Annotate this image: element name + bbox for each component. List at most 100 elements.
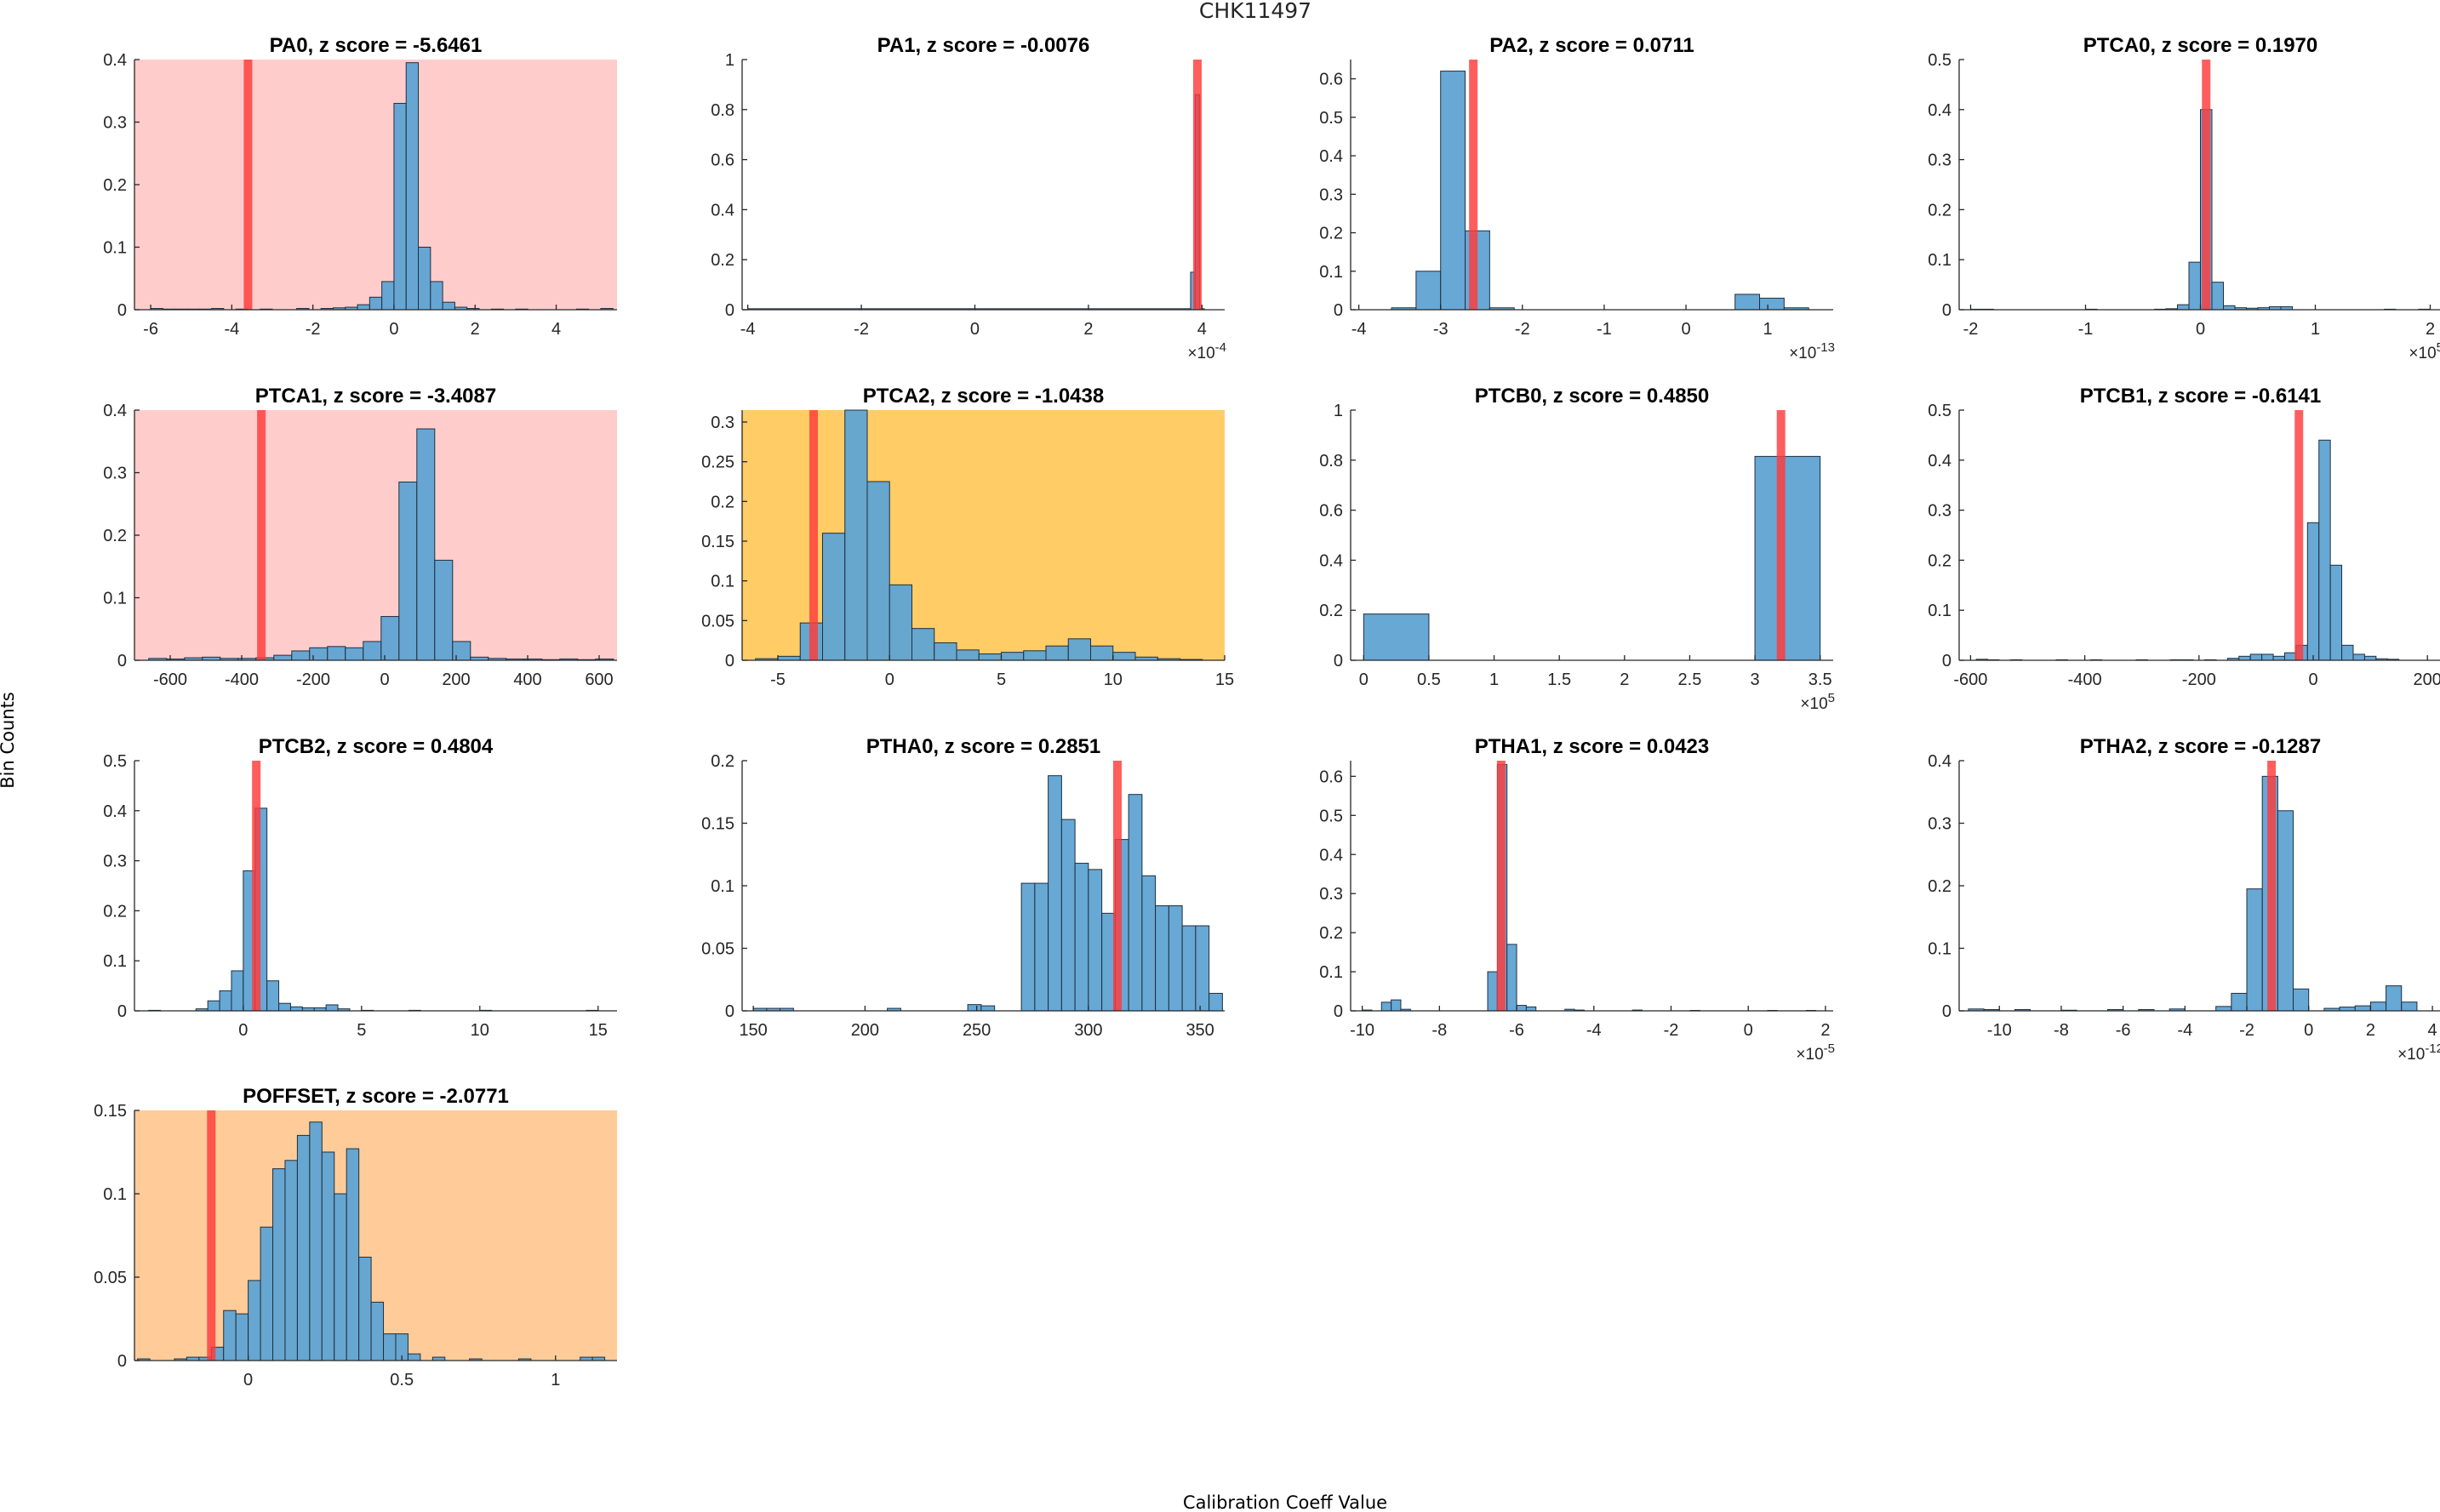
histogram-bar (1440, 71, 1466, 311)
histogram-bar (2401, 1001, 2418, 1012)
histogram-panel-8: -600 -400 -200 0 200 0 0.1 0.2 0.3 0.4 0.5 PTCB1, z… (1928, 385, 2440, 689)
histogram-bar (325, 1004, 339, 1012)
x-tick-label: -3 (1433, 320, 1449, 339)
x-tick-label: 150 (739, 1021, 767, 1040)
histogram-bar (1088, 869, 1103, 1012)
x-axis-label: Calibration Coeff Value (1183, 1492, 1387, 1512)
y-tick-label: 0 (1942, 652, 1951, 670)
y-tick-label: 0 (725, 301, 734, 320)
figure-title: CHK11497 (1199, 0, 1311, 23)
x-tick-label: 400 (513, 670, 541, 689)
x-tick-label: 300 (1074, 1021, 1102, 1040)
histogram-bar (284, 1160, 298, 1361)
histogram-bar (1023, 650, 1047, 661)
y-axis-label: Bin Counts (0, 692, 18, 789)
panel-background (134, 410, 617, 660)
y-tick-label: 0.4 (1928, 101, 1951, 120)
histogram-bar (866, 481, 890, 661)
histogram-bar (231, 970, 244, 1012)
histogram-bar (2386, 985, 2403, 1012)
y-tick-label: 0.2 (1928, 877, 1951, 896)
histogram-bar (266, 980, 280, 1012)
y-tick-label: 0 (117, 1352, 127, 1371)
histogram-bar (452, 641, 471, 661)
y-tick-label: 0.15 (701, 815, 734, 834)
y-tick-label: 0.15 (94, 1102, 127, 1121)
histogram-bar (1090, 645, 1114, 661)
histogram-bar (260, 1226, 274, 1361)
exponent-value: 5 (1828, 691, 1835, 705)
y-tick-label: 0.05 (701, 612, 734, 630)
y-tick-label: 0.05 (94, 1269, 127, 1287)
y-tick-label: 0.3 (711, 414, 734, 432)
x-tick-label: -1 (1597, 320, 1612, 339)
panel-title: POFFSET, z score = -2.0771 (243, 1085, 509, 1108)
histogram-bar (407, 1353, 421, 1361)
x-tick-label: -2 (854, 320, 869, 339)
histogram-bar (2339, 1007, 2356, 1012)
y-tick-label: 0.15 (701, 533, 734, 551)
panel-title: PTCA0, z score = 0.1970 (2083, 34, 2317, 57)
histogram-bar (2215, 1006, 2232, 1012)
x-tick-label: -5 (770, 670, 786, 689)
x-tick-label: 3.5 (1809, 670, 1832, 689)
panel-title: PTCB1, z score = -0.6141 (2080, 385, 2321, 408)
x-tick-label: 1 (551, 1371, 560, 1389)
y-tick-label: 0.3 (1928, 502, 1951, 521)
histogram-bar (956, 649, 980, 661)
x-tick-label: 0.5 (1417, 670, 1441, 689)
histogram-panel-10: 150 200 250 300 350 0 0.05 0.1 0.15 0.2 PTHA0, z s… (701, 735, 1225, 1040)
x-tick-label: 4 (551, 320, 561, 339)
histogram-bar (2211, 282, 2224, 311)
exponent-value: 5 (2437, 340, 2440, 355)
histogram-bar (934, 642, 957, 661)
histogram-bar (358, 1256, 372, 1361)
x-tick-label: 0 (389, 320, 398, 339)
y-tick-label: 0.2 (1928, 551, 1951, 570)
panel-title: PA0, z score = -5.6461 (270, 34, 483, 57)
y-tick-label: 0 (117, 1002, 127, 1021)
y-tick-label: 0.1 (1928, 251, 1951, 270)
histogram-bar (1195, 925, 1210, 1012)
y-tick-label: 0.3 (1319, 185, 1343, 204)
x-tick-label: 0 (1681, 320, 1690, 339)
histogram-bar (2341, 644, 2354, 661)
histogram-bar (1045, 645, 1069, 661)
x-tick-label: -2 (2239, 1021, 2254, 1040)
histogram-bar (1181, 925, 1197, 1012)
y-tick-label: 0.4 (1928, 752, 1951, 771)
reference-value-line (243, 60, 253, 310)
y-tick-label: 0.4 (711, 201, 734, 220)
histogram-bar (309, 647, 329, 661)
x-tick-label: -1 (2078, 320, 2094, 339)
x-axis-exponent: ×10-5 (1796, 1041, 1835, 1064)
histogram-bar (2293, 988, 2310, 1012)
histogram-bar (1128, 794, 1143, 1012)
x-tick-label: -400 (2068, 670, 2102, 689)
x-tick-label: 5 (997, 670, 1006, 689)
y-tick-label: 0.2 (1319, 602, 1343, 620)
y-tick-label: 0.3 (103, 853, 127, 871)
histogram-bar (1112, 652, 1136, 661)
y-tick-label: 0.4 (1319, 551, 1343, 570)
x-tick-label: -10 (1350, 1021, 1374, 1040)
x-tick-label: 600 (585, 670, 613, 689)
histogram-bar (2177, 304, 2190, 311)
y-tick-label: 0.3 (103, 465, 127, 483)
histogram-panel-2: -4 -2 0 2 4 0 0.2 0.4 0.6 0.8 1 PA1, z score = -0.0… (711, 34, 1226, 362)
y-tick-label: 0.2 (103, 902, 127, 921)
histogram-bar (2363, 655, 2377, 661)
histogram-bar (321, 1151, 335, 1361)
x-tick-label: 0 (1359, 670, 1369, 689)
histogram-bar (1067, 638, 1091, 661)
y-tick-label: 0 (117, 652, 127, 670)
y-tick-label: 0 (725, 1002, 734, 1021)
y-tick-label: 0.1 (1928, 940, 1951, 959)
histogram-bar (2231, 992, 2248, 1012)
y-tick-label: 0.5 (1319, 109, 1343, 128)
histogram-bar (278, 1002, 291, 1012)
y-tick-label: 0.1 (711, 877, 734, 896)
histogram-bar (1074, 863, 1089, 1012)
x-tick-label: 15 (1215, 670, 1234, 689)
